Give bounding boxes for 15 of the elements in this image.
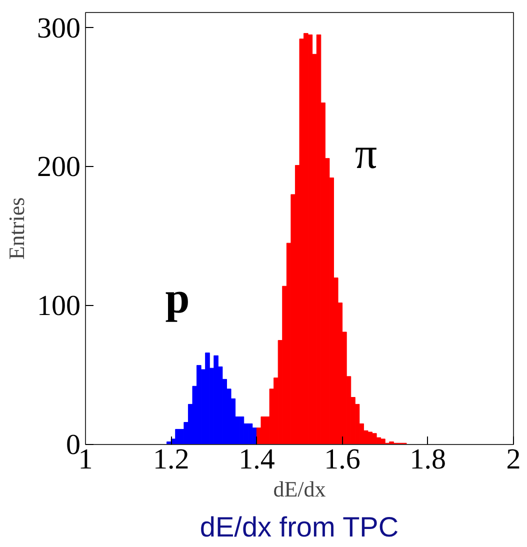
series-label: π: [354, 128, 378, 178]
series-label: p: [165, 273, 190, 322]
x-axis-title: dE/dx: [273, 476, 326, 502]
y-tick-label: 0: [66, 429, 80, 461]
y-tick-label: 300: [37, 12, 80, 44]
y-tick-label: 200: [37, 151, 80, 184]
x-tick-label: 2: [506, 444, 521, 476]
text: dE/dx from TPC: [200, 512, 399, 542]
x-tick-label: 1.2: [152, 444, 190, 476]
x-tick-label: 1: [78, 444, 93, 476]
y-tick-label: 100: [37, 290, 80, 322]
x-tick-label: 1.4: [238, 444, 276, 476]
x-tick-label: 1.8: [410, 444, 446, 476]
x-tick-label: 1.6: [324, 444, 360, 476]
y-axis-title: Entries: [4, 197, 29, 260]
